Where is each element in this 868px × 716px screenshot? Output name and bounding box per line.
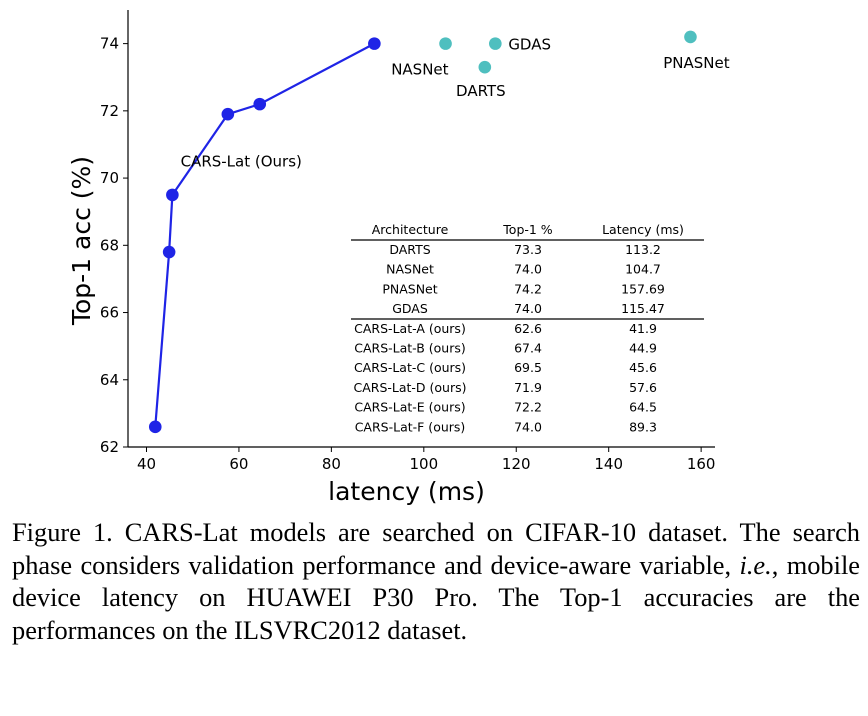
table-header-cell: Architecture — [372, 222, 449, 237]
y-tick-label: 64 — [100, 371, 119, 389]
baseline-label: DARTS — [456, 82, 506, 100]
caption-prefix: Figure 1. CARS-Lat models are searched o… — [12, 517, 860, 580]
y-tick-label: 72 — [100, 102, 119, 120]
table-cell: 57.6 — [629, 380, 657, 395]
x-tick-label: 160 — [687, 455, 716, 473]
x-axis-label: latency (ms) — [328, 477, 485, 506]
x-tick-label: 60 — [229, 455, 248, 473]
table-header-cell: Latency (ms) — [602, 222, 684, 237]
cars-lat-point — [221, 107, 235, 121]
baseline-label: PNASNet — [663, 54, 729, 72]
table-cell: 74.2 — [514, 281, 542, 296]
y-tick-label: 70 — [100, 169, 119, 187]
table-cell: CARS-Lat-C (ours) — [354, 360, 466, 375]
table-cell: 113.2 — [625, 242, 661, 257]
y-tick-label: 62 — [100, 438, 119, 456]
table-cell: CARS-Lat-D (ours) — [353, 380, 466, 395]
table-cell: 72.2 — [514, 400, 542, 415]
y-tick-label: 74 — [100, 35, 119, 53]
table-header-cell: Top-1 % — [502, 222, 553, 237]
axes — [127, 10, 715, 448]
caption-suffix: , mobile device latency on HUAWEI P30 Pr… — [12, 549, 860, 645]
cars-lat-line — [154, 42, 375, 427]
table-cell: 89.3 — [629, 419, 657, 434]
table-cell: 74.0 — [514, 419, 542, 434]
table-cell: 74.0 — [514, 301, 542, 316]
cars-lat-point — [148, 420, 162, 434]
y-axis-label: Top-1 acc (%) — [67, 156, 96, 326]
table-cell: 64.5 — [629, 400, 657, 415]
x-tick-label: 120 — [502, 455, 531, 473]
x-tick-label: 40 — [137, 455, 156, 473]
results-table: Architecture Top-1 % Latency (ms) DARTS 73.3… — [351, 222, 704, 434]
baseline-label: NASNet — [391, 61, 448, 79]
table-cell: 73.3 — [514, 242, 542, 257]
x-tick-label: 140 — [594, 455, 623, 473]
cars-lat-label: CARS-Lat (Ours) — [181, 152, 302, 170]
table-cell: CARS-Lat-E (ours) — [354, 400, 465, 415]
table-cell: GDAS — [392, 301, 428, 316]
table-cell: 44.9 — [629, 341, 657, 356]
table-cell: CARS-Lat-F (ours) — [355, 419, 466, 434]
table-cell: PNASNet — [382, 281, 437, 296]
cars-lat-point — [368, 37, 381, 50]
table-cell: 157.69 — [621, 281, 665, 296]
table-cell: CARS-Lat-B (ours) — [354, 341, 466, 356]
table-cell: 104.7 — [625, 262, 661, 277]
latency-accuracy-chart: 40 60 80 100 120 140 160 62 64 66 68 70 72 74 latenc… — [67, 10, 730, 506]
x-tick-label: 100 — [409, 455, 438, 473]
baseline-point — [684, 30, 697, 44]
table-cell: 62.6 — [514, 321, 542, 336]
table-cell: DARTS — [389, 242, 430, 257]
table-cell: NASNet — [386, 262, 434, 277]
table-cell: 74.0 — [514, 262, 542, 277]
y-axis-ticks: 62 64 66 68 70 72 74 — [100, 35, 128, 456]
cars-lat-point — [253, 97, 267, 111]
table-cell: 71.9 — [514, 380, 542, 395]
baseline-point — [478, 60, 492, 74]
baseline-label: GDAS — [508, 36, 551, 54]
table-cell: 69.5 — [514, 360, 542, 375]
cars-lat-point — [166, 188, 179, 202]
table-cell: 67.4 — [514, 341, 542, 356]
x-axis-ticks: 40 60 80 100 120 140 160 — [137, 447, 716, 473]
caption-italic: i.e. — [739, 549, 772, 580]
x-tick-label: 80 — [322, 455, 341, 473]
table-cell: 45.6 — [629, 360, 657, 375]
table-cell: CARS-Lat-A (ours) — [354, 321, 466, 336]
table-cell: 41.9 — [629, 321, 657, 336]
cars-lat-point — [162, 245, 176, 259]
series-layer: CARS-Lat (Ours) NASNet GDAS DARTS PNASNet — [148, 30, 730, 434]
y-tick-label: 68 — [100, 236, 119, 254]
figure-caption: Figure 1. CARS-Lat models are searched o… — [12, 516, 860, 646]
baseline-point — [489, 37, 502, 50]
table-cell: 115.47 — [621, 301, 665, 316]
y-tick-label: 66 — [100, 304, 119, 322]
baseline-point — [439, 37, 452, 50]
